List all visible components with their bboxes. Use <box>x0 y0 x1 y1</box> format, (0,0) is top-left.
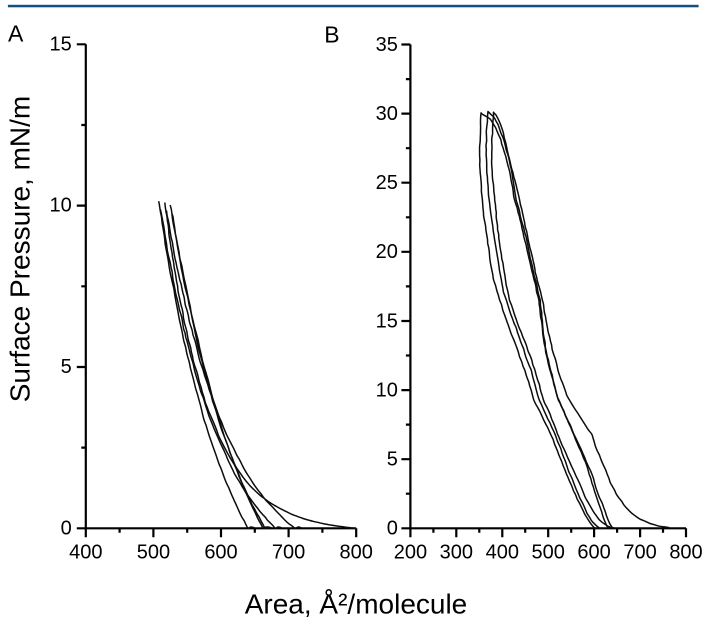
svg-text:15: 15 <box>376 310 398 332</box>
svg-text:25: 25 <box>376 172 398 194</box>
svg-text:30: 30 <box>376 103 398 125</box>
svg-text:200: 200 <box>394 542 427 564</box>
svg-text:400: 400 <box>486 542 519 564</box>
svg-text:5: 5 <box>61 356 72 378</box>
svg-text:5: 5 <box>387 449 398 471</box>
svg-text:B: B <box>324 22 339 48</box>
svg-text:35: 35 <box>376 34 398 56</box>
svg-text:0: 0 <box>387 518 398 540</box>
svg-text:10: 10 <box>50 195 72 217</box>
svg-text:700: 700 <box>623 542 656 564</box>
svg-text:500: 500 <box>532 542 565 564</box>
svg-text:600: 600 <box>204 542 237 564</box>
svg-text:500: 500 <box>137 542 170 564</box>
svg-text:800: 800 <box>669 542 702 564</box>
svg-text:800: 800 <box>340 542 373 564</box>
svg-text:0: 0 <box>61 517 72 539</box>
svg-text:A: A <box>8 21 24 47</box>
svg-text:Area, Å²/molecule: Area, Å²/molecule <box>245 589 468 620</box>
svg-text:15: 15 <box>50 33 72 55</box>
svg-text:300: 300 <box>440 542 473 564</box>
svg-text:10: 10 <box>376 379 398 401</box>
svg-text:Surface Pressure, mN/m: Surface Pressure, mN/m <box>5 96 36 403</box>
svg-text:700: 700 <box>272 542 305 564</box>
svg-text:600: 600 <box>577 542 610 564</box>
svg-text:20: 20 <box>376 241 398 263</box>
svg-text:400: 400 <box>69 542 102 564</box>
